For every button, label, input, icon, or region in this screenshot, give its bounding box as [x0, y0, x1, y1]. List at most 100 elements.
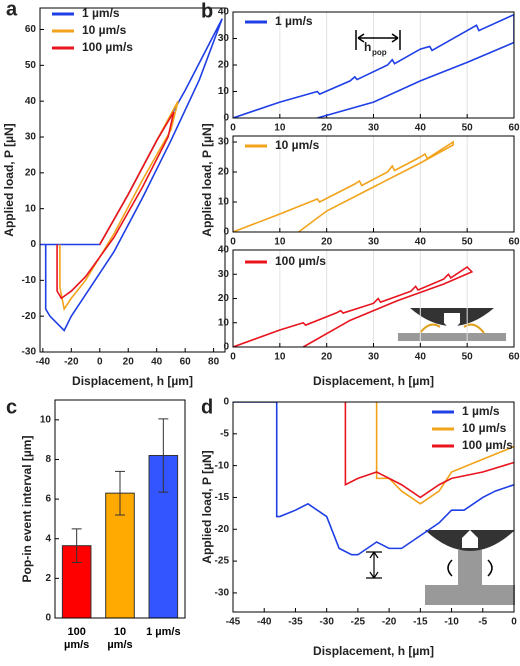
y-tick-label: 4 — [45, 533, 51, 544]
legend-label: 100 µm/s — [275, 254, 326, 268]
x-tick-label: 30 — [368, 237, 380, 248]
legend-label: 1 µm/s — [82, 6, 120, 20]
x-axis-label: Displacement, h [µm] — [72, 374, 193, 388]
y-tick-label: 10 — [218, 86, 230, 97]
y-tick-label: -15 — [215, 492, 230, 503]
y-tick-label: -30 — [215, 588, 230, 599]
x-tick-label: 10 — [274, 123, 286, 134]
y-tick-label: 0 — [223, 227, 229, 238]
x-tick-label: 50 — [462, 123, 474, 134]
x-tick-label: 100 µm/s — [64, 626, 90, 651]
x-tick-label: -35 — [288, 617, 303, 628]
plot-frame — [232, 401, 515, 613]
annotation-arrow — [366, 551, 382, 579]
plot — [233, 140, 454, 232]
x-tick-label: 40 — [415, 352, 427, 363]
y-tick-label: 30 — [218, 269, 230, 280]
y-tick-label: 20 — [25, 167, 37, 178]
y-tick-label: 10 — [25, 203, 37, 214]
x-tick-label: 20 — [321, 352, 333, 363]
x-tick-label: 10 µm/s — [107, 626, 133, 651]
x-tick-label: 60 — [508, 123, 520, 134]
inset-b — [398, 308, 506, 341]
x-tick-label: -10 — [444, 617, 459, 628]
data-line — [59, 100, 179, 312]
plot — [233, 402, 514, 556]
data-line — [344, 402, 514, 499]
y-tick-label: 0 — [223, 113, 229, 124]
y-tick-label: 10 — [218, 317, 230, 328]
x-tick-label: 60 — [508, 352, 520, 363]
y-tick-label: 60 — [25, 24, 37, 35]
panel-label: c — [6, 396, 17, 418]
x-tick-label: -40 — [36, 357, 51, 368]
legend-label: 10 µm/s — [82, 23, 127, 37]
y-tick-label: 40 — [218, 245, 230, 256]
data-line — [233, 13, 514, 118]
panel-label: d — [201, 396, 213, 418]
y-tick-label: 8 — [45, 454, 51, 465]
x-tick-label: 20 — [321, 237, 333, 248]
y-tick-label: 20 — [218, 60, 230, 71]
y-tick-label: 30 — [218, 33, 230, 44]
plot-frame — [54, 399, 186, 619]
y-axis-label: Applied load, P [µN] — [200, 450, 214, 563]
x-tick-label: 40 — [415, 237, 427, 248]
x-tick-label: 40 — [415, 123, 427, 134]
y-axis-label: Pop-in event interval [µm] — [20, 436, 34, 583]
x-tick-label: 40 — [151, 357, 163, 368]
plot — [233, 13, 514, 118]
y-tick-label: -10 — [215, 460, 230, 471]
legend-label: 100 µm/s — [462, 438, 513, 452]
y-tick-label: 20 — [218, 293, 230, 304]
y-tick-label: 0 — [45, 613, 51, 624]
annotation-sub: pop — [372, 48, 387, 57]
y-tick-label: 10 — [218, 197, 230, 208]
error-bar — [115, 470, 125, 516]
x-tick-label: 50 — [462, 237, 474, 248]
annotation-arrow — [355, 30, 401, 50]
y-tick-label: 6 — [45, 494, 51, 505]
y-tick-label: -20 — [22, 311, 37, 322]
x-tick-label: 10 — [274, 237, 286, 248]
y-tick-label: 2 — [45, 573, 51, 584]
plot-frame — [39, 7, 226, 353]
y-tick-label: 0 — [223, 342, 229, 353]
x-tick-label: -40 — [257, 617, 272, 628]
y-tick-label: 40 — [218, 7, 230, 18]
x-tick-label: 0 — [97, 357, 103, 368]
x-tick-label: 0 — [230, 352, 236, 363]
y-axis-label: Applied load, P [µN] — [2, 123, 16, 236]
x-tick-label: -30 — [319, 617, 334, 628]
x-tick-label: 0 — [230, 237, 236, 248]
x-tick-label: 20 — [123, 357, 135, 368]
y-tick-label: -20 — [215, 524, 230, 535]
plot — [233, 265, 474, 347]
data-line — [56, 111, 175, 300]
data-line — [233, 140, 454, 232]
x-tick-label: 0 — [230, 123, 236, 134]
x-tick-label: 0 — [511, 617, 517, 628]
y-tick-label: -25 — [215, 556, 230, 567]
inset-d — [425, 530, 515, 605]
x-tick-label: 50 — [462, 352, 474, 363]
y-tick-label: -10 — [22, 275, 37, 286]
data-line — [233, 402, 514, 556]
x-tick-label: 10 — [274, 352, 286, 363]
x-tick-label: -20 — [382, 617, 397, 628]
plot — [40, 18, 223, 332]
legend-label: 1 µm/s — [462, 404, 500, 418]
data-line — [40, 18, 223, 332]
y-tick-label: 20 — [218, 167, 230, 178]
x-tick-label: -45 — [226, 617, 241, 628]
x-tick-label: -15 — [413, 617, 428, 628]
y-tick-label: -30 — [22, 347, 37, 358]
legend-label: 10 µm/s — [275, 138, 320, 152]
x-tick-label: 30 — [368, 352, 380, 363]
x-tick-label: -5 — [478, 617, 487, 628]
x-tick-label: 80 — [208, 357, 220, 368]
panel-label: a — [6, 0, 18, 20]
y-axis-label: Applied load, P [µN] — [200, 123, 214, 236]
x-tick-label: 60 — [508, 237, 520, 248]
